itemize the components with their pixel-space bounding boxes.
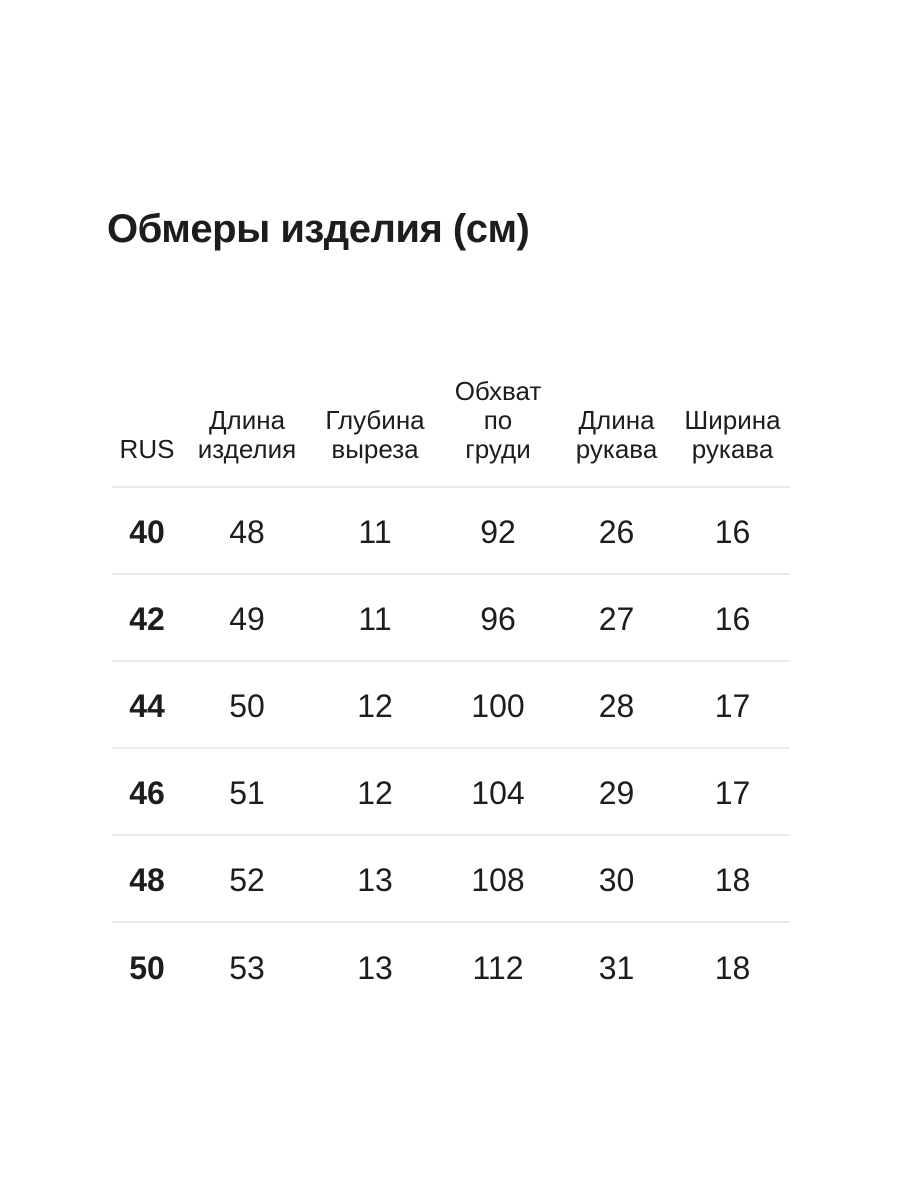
cell-sleeve-width: 16 xyxy=(675,487,790,575)
size-cell: 40 xyxy=(112,487,182,575)
cell-sleeve-length: 28 xyxy=(558,661,675,749)
table-row-size-40: 40 48 11 92 26 16 xyxy=(112,487,790,575)
cell-chest-girth: 104 xyxy=(438,748,558,836)
cell-sleeve-width: 18 xyxy=(675,835,790,923)
cell-product-length: 49 xyxy=(182,574,312,662)
cell-product-length: 52 xyxy=(182,835,312,923)
cell-sleeve-length: 26 xyxy=(558,487,675,575)
col-header-rus: RUS xyxy=(112,360,182,488)
cell-sleeve-length: 31 xyxy=(598,949,635,986)
cell-product-length: 53 xyxy=(229,949,265,986)
col-header-neckline-depth: Глубина выреза xyxy=(312,360,438,488)
table-row-size-50: 50 53 13 112 31 18 xyxy=(112,922,790,1009)
col-header-sleeve-width: Ширина рукава xyxy=(675,360,790,488)
header-row: RUS Длина изделия Глубина выреза Обхват … xyxy=(112,360,790,488)
cell-sleeve-width: 17 xyxy=(675,661,790,749)
cell-chest-girth: 112 xyxy=(472,949,524,986)
table-row-size-44: 44 50 12 100 28 17 xyxy=(112,661,790,749)
size-cell: 44 xyxy=(112,661,182,749)
cell-neckline-depth: 13 xyxy=(357,949,393,986)
cell-chest-girth: 100 xyxy=(438,661,558,749)
cell-sleeve-width: 18 xyxy=(714,949,751,986)
cell-chest-girth: 108 xyxy=(438,835,558,923)
size-cell: 50 xyxy=(129,949,165,986)
col-header-sleeve-length: Длина рукава xyxy=(558,360,675,488)
cell-product-length: 50 xyxy=(182,661,312,749)
cell-chest-girth: 96 xyxy=(438,574,558,662)
cell-sleeve-length: 29 xyxy=(558,748,675,836)
cell-sleeve-width: 16 xyxy=(675,574,790,662)
cell-neckline-depth: 11 xyxy=(312,574,438,662)
cell-neckline-depth: 13 xyxy=(312,835,438,923)
size-cell: 48 xyxy=(112,835,182,923)
table-row-size-48: 48 52 13 108 30 18 xyxy=(112,835,790,923)
table-row-size-42: 42 49 11 96 27 16 xyxy=(112,574,790,662)
cell-chest-girth: 92 xyxy=(438,487,558,575)
page-title: Обмеры изделия (см) xyxy=(107,207,530,251)
size-cell: 46 xyxy=(112,748,182,836)
col-header-chest-girth: Обхват по груди xyxy=(438,360,558,488)
cell-sleeve-width: 17 xyxy=(675,748,790,836)
cell-sleeve-length: 30 xyxy=(558,835,675,923)
measurements-table: RUS Длина изделия Глубина выреза Обхват … xyxy=(112,360,790,1009)
cell-neckline-depth: 11 xyxy=(312,487,438,575)
cell-neckline-depth: 12 xyxy=(312,748,438,836)
col-header-product-length: Длина изделия xyxy=(182,360,312,488)
cell-product-length: 51 xyxy=(182,748,312,836)
table-row-size-46: 46 51 12 104 29 17 xyxy=(112,748,790,836)
cell-sleeve-length: 27 xyxy=(558,574,675,662)
cell-product-length: 48 xyxy=(182,487,312,575)
cell-neckline-depth: 12 xyxy=(312,661,438,749)
size-cell: 42 xyxy=(112,574,182,662)
